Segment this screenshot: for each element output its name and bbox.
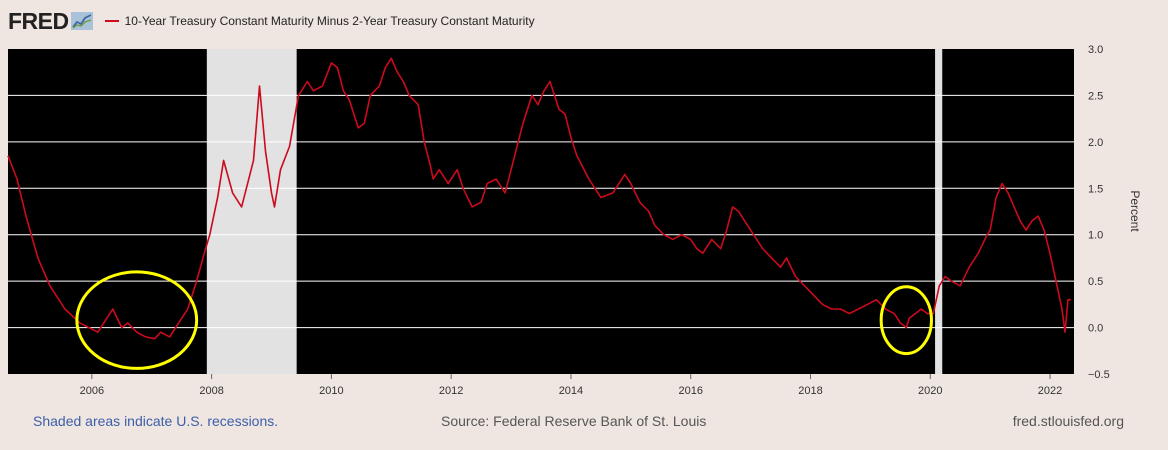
y-axis-ticks: 3.0 2.5 2.0 1.5 1.0 0.5 0.0 −0.5 [1088, 44, 1110, 381]
y-tick-label: 1.5 [1088, 183, 1103, 195]
fred-logo-text: FRED [8, 7, 69, 34]
legend-label: 10-Year Treasury Constant Maturity Minus… [124, 14, 535, 28]
x-tick-label: 2008 [199, 385, 223, 397]
recession-band [935, 49, 943, 374]
y-tick-label: −0.5 [1088, 369, 1110, 381]
x-tick-label: 2014 [559, 385, 583, 397]
source-note: Source: Federal Reserve Bank of St. Loui… [441, 413, 707, 429]
gridlines [8, 94, 1074, 329]
x-tick-label: 2012 [439, 385, 463, 397]
fred-logo[interactable]: FRED [8, 8, 93, 35]
y-tick-label: 0.0 [1088, 323, 1103, 335]
x-tick-label: 2018 [798, 385, 822, 397]
recession-bands [206, 49, 943, 374]
legend: 10-Year Treasury Constant Maturity Minus… [104, 14, 535, 28]
site-link[interactable]: fred.stlouisfed.org [1012, 413, 1124, 429]
y-tick-label: 1.0 [1088, 230, 1103, 242]
chart-header: FRED 10-Year Treasury Constant Maturity … [8, 6, 535, 36]
highlight-circle [75, 270, 199, 370]
line-chart: 2006 2008 2010 2012 2014 2016 2018 2020 2022 3.0… [7, 44, 1142, 397]
y-axis-label: Percent [1128, 190, 1142, 232]
x-tick-label: 2006 [80, 385, 104, 397]
recession-note[interactable]: Shaded areas indicate U.S. recessions. [33, 413, 279, 429]
recession-band [206, 49, 297, 374]
plot-area [8, 49, 1074, 374]
highlight-circle [879, 285, 933, 356]
chart-trend-icon [70, 12, 93, 30]
legend-swatch [104, 20, 119, 22]
x-tick-label: 2010 [319, 385, 343, 397]
x-tick-label: 2020 [918, 385, 942, 397]
x-tick-label: 2016 [678, 385, 702, 397]
y-tick-label: 3.0 [1088, 44, 1103, 56]
x-tick-label: 2022 [1038, 385, 1062, 397]
x-axis-ticks: 2006 2008 2010 2012 2014 2016 2018 2020 2022 [80, 374, 1062, 397]
y-tick-label: 0.5 [1088, 276, 1103, 288]
highlight-circles [75, 270, 933, 370]
y-tick-label: 2.0 [1088, 137, 1103, 149]
y-tick-label: 2.5 [1088, 90, 1103, 102]
